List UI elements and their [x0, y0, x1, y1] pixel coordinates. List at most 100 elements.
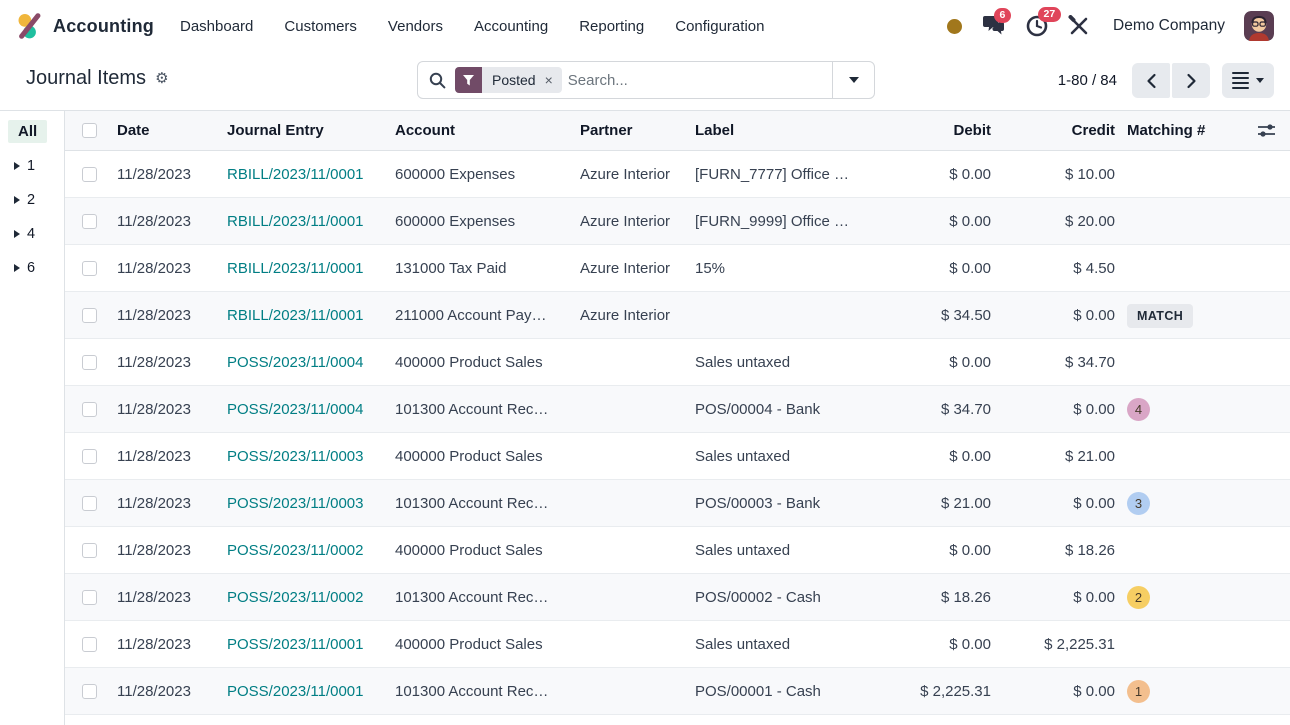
column-header-partner[interactable]: Partner	[580, 122, 633, 139]
partner-cell: Azure Interior	[580, 306, 671, 324]
table-row[interactable]: 11/28/2023 POSS/2023/11/0004 101300 Acco…	[65, 386, 1290, 433]
partner-cell: Azure Interior	[580, 165, 671, 183]
user-avatar[interactable]	[1244, 11, 1274, 41]
journal-entry-link[interactable]: POSS/2023/11/0004	[227, 353, 364, 371]
table-row[interactable]: 11/28/2023 RBILL/2023/11/0001 600000 Exp…	[65, 198, 1290, 245]
select-all-checkbox[interactable]	[82, 123, 97, 138]
content-area: All 1 2 4 6 Date Journal Entry Account P…	[0, 110, 1290, 725]
table-row[interactable]: 11/28/2023 RBILL/2023/11/0001 131000 Tax…	[65, 245, 1290, 292]
journal-entry-link[interactable]: RBILL/2023/11/0001	[227, 212, 364, 230]
view-switcher-button[interactable]	[1222, 63, 1274, 98]
table-row[interactable]: 11/28/2023 RBILL/2023/11/0001 600000 Exp…	[65, 151, 1290, 198]
debit-cell: $ 0.00	[949, 447, 991, 465]
debit-cell: $ 2,225.31	[920, 682, 991, 700]
app-brand[interactable]: Accounting	[16, 12, 154, 40]
credit-cell: $ 20.00	[1064, 212, 1115, 230]
search-input[interactable]	[561, 71, 832, 89]
journal-entry-link[interactable]: POSS/2023/11/0001	[227, 635, 364, 653]
table-row[interactable]: 11/28/2023 POSS/2023/11/0003 400000 Prod…	[65, 433, 1290, 480]
row-checkbox[interactable]	[82, 401, 97, 417]
sidebar-item-all[interactable]: All	[8, 120, 48, 143]
journal-entry-link[interactable]: RBILL/2023/11/0001	[227, 259, 364, 277]
activity-status-dot[interactable]	[947, 18, 962, 34]
row-checkbox[interactable]	[82, 542, 97, 558]
label-cell: Sales untaxed	[695, 541, 791, 559]
pager-next-button[interactable]	[1172, 63, 1210, 98]
label-cell: POS/00001 - Cash	[695, 682, 821, 700]
column-header-journal-entry[interactable]: Journal Entry	[227, 122, 324, 139]
table-header-row: Date Journal Entry Account Partner Label…	[65, 111, 1290, 151]
credit-cell: $ 0.00	[1073, 494, 1115, 512]
company-switcher[interactable]: Demo Company	[1113, 17, 1225, 34]
row-checkbox[interactable]	[82, 213, 97, 229]
account-cell: 400000 Product Sales	[395, 447, 543, 465]
matching-badge[interactable]: 1	[1127, 679, 1150, 703]
column-header-matching[interactable]: Matching #	[1127, 122, 1206, 139]
search-options-toggle[interactable]	[832, 62, 874, 98]
row-checkbox[interactable]	[82, 448, 97, 464]
row-checkbox[interactable]	[82, 307, 97, 323]
sidebar-group-1[interactable]: 1	[0, 149, 64, 183]
search-facet-posted[interactable]: Posted ×	[455, 67, 562, 93]
menu-accounting[interactable]: Accounting	[473, 17, 549, 35]
debit-cell: $ 34.70	[940, 400, 991, 418]
matching-badge[interactable]: 3	[1127, 491, 1150, 515]
date-cell: 11/28/2023	[117, 259, 191, 277]
sidebar-group-2[interactable]: 2	[0, 183, 64, 217]
column-options-icon[interactable]	[1257, 123, 1276, 138]
label-cell: Sales untaxed	[695, 635, 791, 653]
journal-entry-link[interactable]: POSS/2023/11/0002	[227, 588, 364, 606]
table-row[interactable]: 11/28/2023 RBILL/2023/11/0001 211000 Acc…	[65, 292, 1290, 339]
menu-dashboard[interactable]: Dashboard	[180, 17, 254, 35]
row-checkbox[interactable]	[82, 683, 97, 699]
table-row[interactable]: 11/28/2023 POSS/2023/11/0002 400000 Prod…	[65, 527, 1290, 574]
journal-entry-link[interactable]: RBILL/2023/11/0001	[227, 306, 364, 324]
main-menu: Dashboard Customers Vendors Accounting R…	[180, 18, 764, 35]
journal-entry-link[interactable]: POSS/2023/11/0004	[227, 400, 364, 418]
column-header-date[interactable]: Date	[117, 122, 150, 139]
chevron-left-icon	[1146, 73, 1156, 88]
action-gear-icon[interactable]: ⚙	[155, 70, 169, 87]
journal-entry-link[interactable]: RBILL/2023/11/0001	[227, 165, 364, 183]
menu-configuration[interactable]: Configuration	[675, 17, 765, 35]
table-row[interactable]: 11/28/2023 POSS/2023/11/0004 400000 Prod…	[65, 339, 1290, 386]
menu-reporting[interactable]: Reporting	[579, 17, 645, 35]
menu-vendors[interactable]: Vendors	[387, 17, 443, 35]
column-header-label[interactable]: Label	[695, 122, 735, 139]
journal-entry-link[interactable]: POSS/2023/11/0001	[227, 682, 364, 700]
activities-menu[interactable]: 27	[1025, 7, 1061, 38]
table-row[interactable]: 11/28/2023 POSS/2023/11/0002 101300 Acco…	[65, 574, 1290, 621]
row-checkbox[interactable]	[82, 589, 97, 605]
app-name[interactable]: Accounting	[53, 15, 154, 36]
tools-icon[interactable]	[1068, 15, 1090, 37]
table-row[interactable]: 11/28/2023 POSS/2023/11/0001 400000 Prod…	[65, 621, 1290, 668]
table-row[interactable]: 11/28/2023 POSS/2023/11/0001 101300 Acco…	[65, 668, 1290, 715]
account-cell: 400000 Product Sales	[395, 635, 543, 653]
debit-cell: $ 34.50	[940, 306, 991, 324]
journal-entry-link[interactable]: POSS/2023/11/0002	[227, 541, 364, 559]
messages-menu[interactable]: 6	[981, 8, 1011, 37]
date-cell: 11/28/2023	[117, 682, 191, 700]
row-checkbox[interactable]	[82, 354, 97, 370]
expand-caret-icon	[14, 196, 20, 204]
expand-caret-icon	[14, 162, 20, 170]
debit-cell: $ 21.00	[940, 494, 991, 512]
matching-badge[interactable]: 4	[1127, 397, 1150, 421]
row-checkbox[interactable]	[82, 495, 97, 511]
pager-previous-button[interactable]	[1132, 63, 1170, 98]
table-row[interactable]: 11/28/2023 POSS/2023/11/0003 101300 Acco…	[65, 480, 1290, 527]
row-checkbox[interactable]	[82, 166, 97, 182]
matching-badge[interactable]: MATCH	[1127, 303, 1194, 328]
journal-entry-link[interactable]: POSS/2023/11/0003	[227, 447, 364, 465]
column-header-account[interactable]: Account	[395, 122, 455, 139]
matching-badge[interactable]: 2	[1127, 585, 1150, 609]
facet-remove-icon[interactable]: ×	[544, 72, 553, 88]
sidebar-group-4[interactable]: 4	[0, 217, 64, 251]
row-checkbox[interactable]	[82, 260, 97, 276]
column-header-debit[interactable]: Debit	[953, 122, 992, 139]
sidebar-group-6[interactable]: 6	[0, 251, 64, 285]
journal-entry-link[interactable]: POSS/2023/11/0003	[227, 494, 364, 512]
row-checkbox[interactable]	[82, 636, 97, 652]
column-header-credit[interactable]: Credit	[1071, 122, 1115, 139]
menu-customers[interactable]: Customers	[284, 17, 357, 35]
